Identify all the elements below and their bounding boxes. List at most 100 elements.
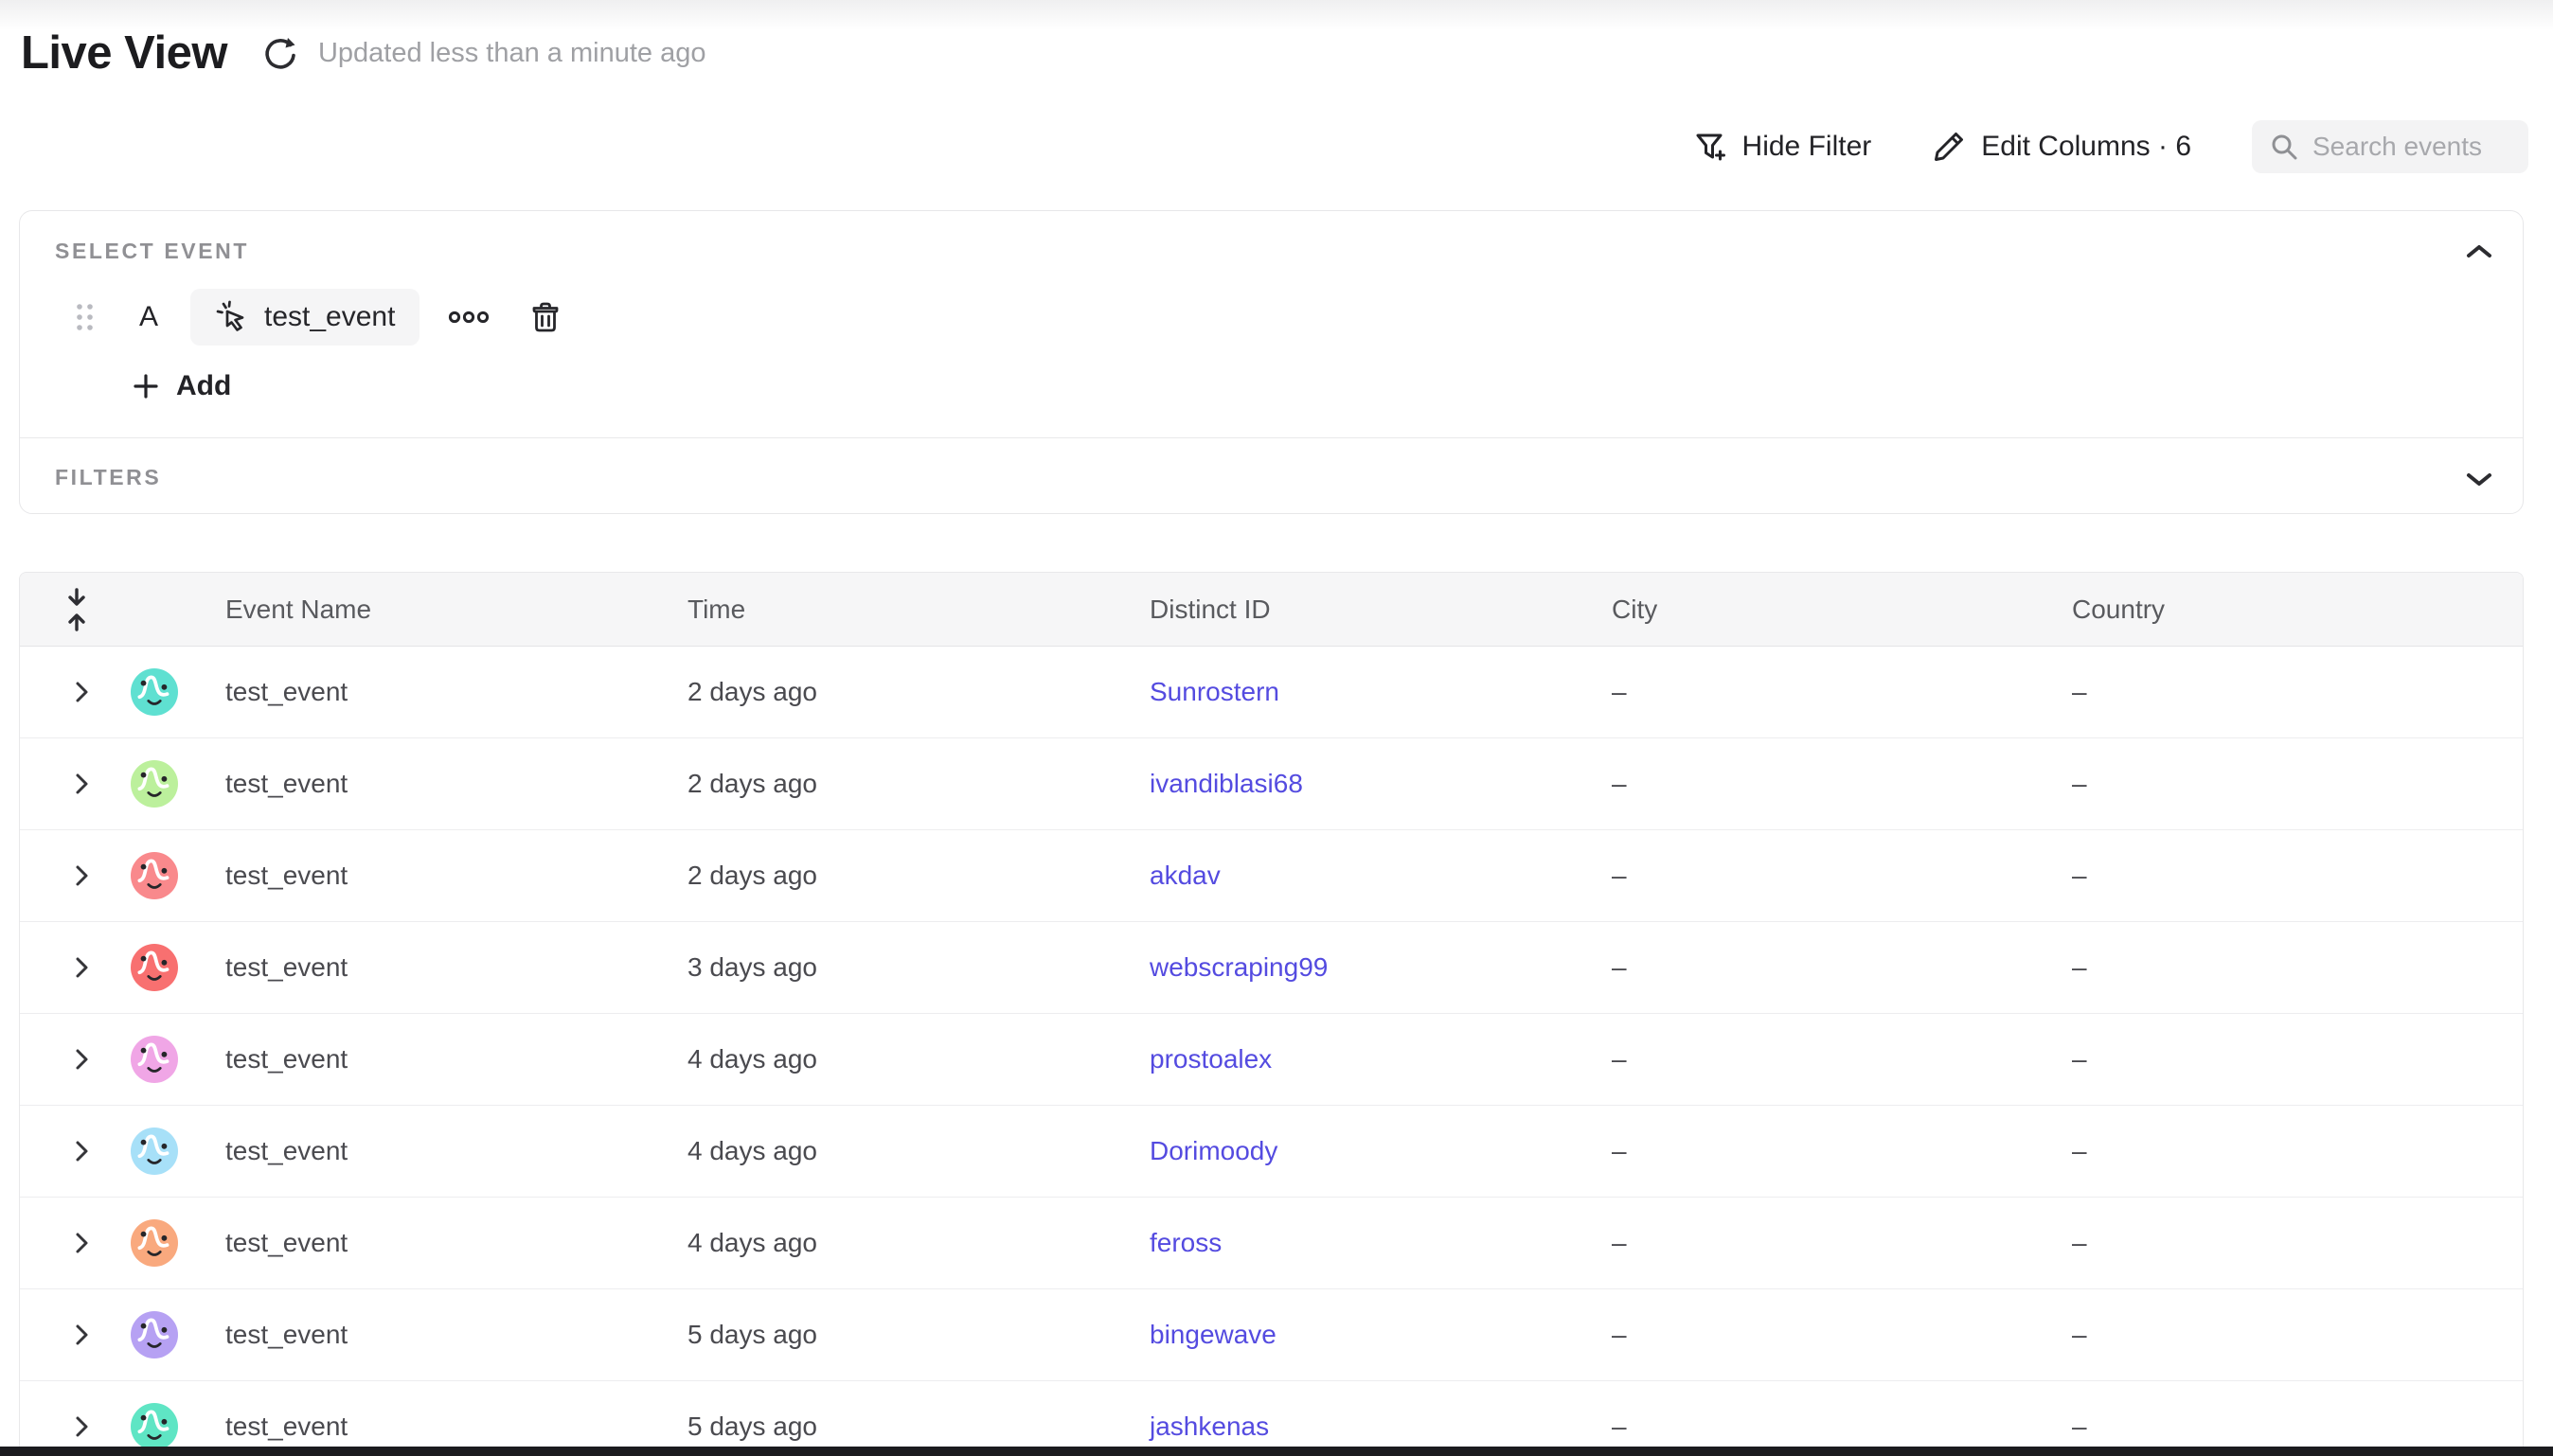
cell-event-name: test_event — [225, 677, 348, 706]
expand-row-button[interactable] — [75, 864, 90, 887]
expand-filters-button[interactable] — [2462, 465, 2496, 493]
cell-time: 5 days ago — [687, 1412, 817, 1441]
avatar[interactable] — [131, 1128, 178, 1175]
collapse-section-button[interactable] — [2462, 238, 2496, 266]
select-event-label: SELECT EVENT — [55, 239, 250, 263]
expand-cell — [20, 864, 107, 887]
chevron-right-icon — [75, 1323, 90, 1346]
pencil-icon — [1932, 130, 1966, 164]
bottom-edge-strip — [0, 1447, 2553, 1456]
avatar[interactable] — [131, 1311, 178, 1358]
distinct-id-link[interactable]: jashkenas — [1150, 1412, 1270, 1441]
refresh-icon — [262, 35, 298, 71]
expand-row-button[interactable] — [75, 1323, 90, 1346]
expand-row-button[interactable] — [75, 1232, 90, 1254]
avatar-cell — [107, 1219, 202, 1267]
distinct-id-link[interactable]: Sunrostern — [1150, 677, 1279, 706]
table-row: test_event 3 days ago webscraping99 – – — [20, 922, 2523, 1014]
cell-city: – — [1612, 1320, 1627, 1349]
avatar-cell — [107, 1128, 202, 1175]
expand-cell — [20, 956, 107, 979]
expand-row-button[interactable] — [75, 681, 90, 703]
collapse-all-button[interactable] — [63, 587, 90, 632]
distinct-id-link[interactable]: feross — [1150, 1228, 1223, 1257]
header-collapse-cell — [20, 587, 107, 632]
avatar[interactable] — [131, 1219, 178, 1267]
event-selector-chip[interactable]: test_event — [190, 289, 420, 346]
updated-status: Updated less than a minute ago — [317, 37, 706, 68]
cell-city: – — [1612, 677, 1627, 706]
cell-city: – — [1612, 1228, 1627, 1257]
expand-row-button[interactable] — [75, 1140, 90, 1163]
refresh-button[interactable] — [261, 34, 299, 72]
chevron-right-icon — [75, 1415, 90, 1438]
cell-country: – — [2072, 1044, 2087, 1074]
avatar-cell — [107, 944, 202, 991]
expand-row-button[interactable] — [75, 1048, 90, 1071]
distinct-id-link[interactable]: webscraping99 — [1150, 952, 1329, 982]
distinct-id-link[interactable]: akdav — [1150, 861, 1221, 890]
delete-event-button[interactable] — [529, 300, 562, 334]
expand-cell — [20, 1323, 107, 1346]
cell-country: – — [2072, 1412, 2087, 1441]
cell-country: – — [2072, 677, 2087, 706]
table-row: test_event 4 days ago prostoalex – – — [20, 1014, 2523, 1106]
distinct-id-link[interactable]: ivandiblasi68 — [1150, 769, 1303, 798]
expand-cell — [20, 772, 107, 795]
avatar[interactable] — [131, 852, 178, 899]
avatar[interactable] — [131, 944, 178, 991]
hide-filter-button[interactable]: Hide Filter — [1693, 130, 1871, 164]
cell-time: 2 days ago — [687, 677, 817, 706]
events-table: Event Name Time Distinct ID City Country — [19, 572, 2524, 1456]
ellipsis-icon — [448, 306, 490, 328]
event-options-button[interactable] — [448, 306, 490, 328]
distinct-id-link[interactable]: bingewave — [1150, 1320, 1276, 1349]
chevron-right-icon — [75, 1048, 90, 1071]
avatar[interactable] — [131, 1036, 178, 1083]
cell-time: 4 days ago — [687, 1136, 817, 1165]
avatar-cell — [107, 852, 202, 899]
drag-handle[interactable] — [75, 302, 96, 332]
expand-row-button[interactable] — [75, 1415, 90, 1438]
trash-icon — [529, 300, 562, 334]
table-row: test_event 2 days ago akdav – – — [20, 830, 2523, 922]
edit-columns-button[interactable]: Edit Columns · 6 — [1932, 130, 2191, 164]
filter-plus-icon — [1693, 130, 1727, 164]
expand-cell — [20, 1415, 107, 1438]
expand-row-button[interactable] — [75, 956, 90, 979]
toolbar: Hide Filter Edit Columns · 6 — [1693, 117, 2528, 176]
avatar[interactable] — [131, 1403, 178, 1450]
distinct-id-link[interactable]: Dorimoody — [1150, 1136, 1278, 1165]
cell-country: – — [2072, 952, 2087, 982]
cell-event-name: test_event — [225, 769, 348, 798]
edit-columns-label: Edit Columns · 6 — [1981, 131, 2191, 162]
page-header: Live View Updated less than a minute ago — [21, 27, 705, 80]
cell-country: – — [2072, 1320, 2087, 1349]
cell-time: 5 days ago — [687, 1320, 817, 1349]
table-row: test_event 5 days ago jashkenas – – — [20, 1381, 2523, 1456]
table-row: test_event 2 days ago ivandiblasi68 – – — [20, 738, 2523, 830]
add-label: Add — [176, 370, 232, 401]
event-chip-label: test_event — [264, 301, 396, 332]
cell-event-name: test_event — [225, 861, 348, 890]
column-header-country: Country — [2072, 594, 2166, 624]
cursor-click-icon — [215, 300, 249, 334]
avatar[interactable] — [131, 760, 178, 808]
column-header-time: Time — [687, 594, 746, 624]
avatar-cell — [107, 1403, 202, 1450]
cell-event-name: test_event — [225, 1136, 348, 1165]
chevron-right-icon — [75, 772, 90, 795]
chevron-right-icon — [75, 1232, 90, 1254]
avatar[interactable] — [131, 668, 178, 716]
chevron-right-icon — [75, 864, 90, 887]
column-header-distinct-id: Distinct ID — [1150, 594, 1271, 624]
search-input[interactable] — [2312, 132, 2511, 162]
cell-country: – — [2072, 861, 2087, 890]
cell-country: – — [2072, 769, 2087, 798]
expand-cell — [20, 1048, 107, 1071]
expand-row-button[interactable] — [75, 772, 90, 795]
distinct-id-link[interactable]: prostoalex — [1150, 1044, 1273, 1074]
add-event-button[interactable]: Add — [133, 370, 231, 402]
plus-icon — [133, 373, 159, 400]
